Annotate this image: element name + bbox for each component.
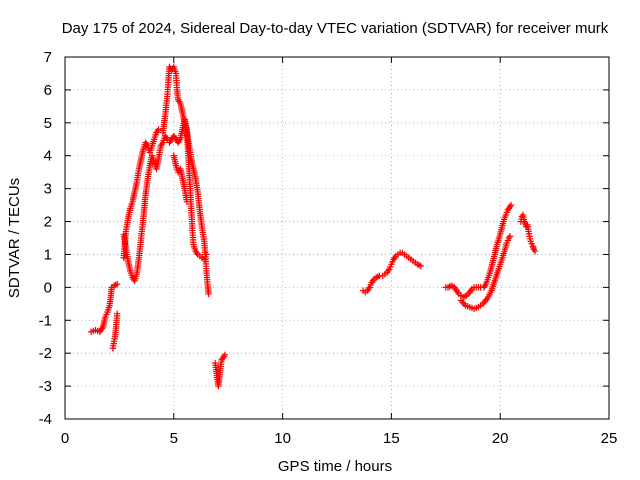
y-tick-label: -3 xyxy=(39,378,52,395)
y-tick-label: 0 xyxy=(44,279,52,296)
data-point xyxy=(531,247,539,255)
data-point xyxy=(155,126,162,133)
y-tick-label: 2 xyxy=(44,214,52,231)
axis-ticks xyxy=(64,56,610,420)
x-axis-label: GPS time / hours xyxy=(278,458,392,475)
x-tick-label: 10 xyxy=(274,430,291,447)
y-tick-label: 4 xyxy=(44,148,52,165)
data-point xyxy=(114,310,121,317)
y-tick-label: 1 xyxy=(44,246,52,263)
plot-frame xyxy=(64,56,610,420)
y-tick-label: -2 xyxy=(39,345,52,362)
x-tick-label: 15 xyxy=(383,430,400,447)
chart-title: Day 175 of 2024, Sidereal Day-to-day VTE… xyxy=(62,20,609,37)
y-tick-label: 6 xyxy=(44,82,52,99)
data-points xyxy=(87,63,539,390)
y-tick-label: 3 xyxy=(44,181,52,198)
tick-labels: 0 5 10 15 20 25 -4 -3 -2 -1 0 1 2 3 4 5 6 7 xyxy=(39,49,618,447)
data-point xyxy=(221,351,229,359)
y-tick-label: -1 xyxy=(39,312,52,329)
data-point xyxy=(114,280,121,288)
x-tick-label: 5 xyxy=(170,430,178,447)
grid xyxy=(65,57,609,419)
y-tick-label: 7 xyxy=(44,49,52,66)
data-point xyxy=(417,262,424,270)
data-point xyxy=(183,198,191,205)
data-point xyxy=(507,201,515,209)
y-axis-label: SDTVAR / TECUs xyxy=(6,178,23,298)
x-tick-label: 25 xyxy=(601,430,618,447)
data-point xyxy=(506,233,514,240)
y-tick-label: 5 xyxy=(44,115,52,132)
data-point xyxy=(203,251,210,258)
data-point xyxy=(205,290,212,298)
x-tick-label: 20 xyxy=(492,430,509,447)
y-tick-label: -4 xyxy=(39,411,52,428)
x-tick-label: 0 xyxy=(61,430,69,447)
